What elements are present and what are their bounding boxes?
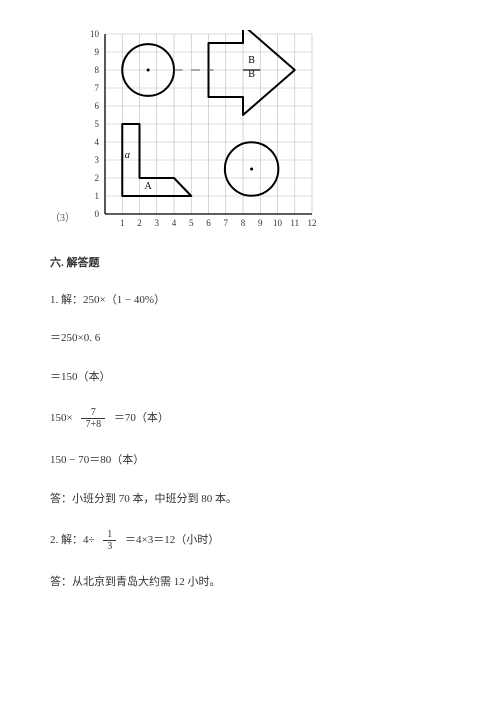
svg-text:8: 8 [95,65,100,75]
grid-chart: 123456789101112012345678910AαBB [81,30,316,230]
q2-line1: 2. 解：4÷ 1 3 ＝4×3＝12（小时） [50,529,450,552]
svg-text:9: 9 [258,218,263,228]
svg-text:12: 12 [308,218,317,228]
svg-text:9: 9 [95,47,100,57]
svg-text:B: B [248,55,255,66]
svg-text:7: 7 [95,83,100,93]
svg-text:3: 3 [155,218,160,228]
svg-text:4: 4 [95,137,100,147]
question-3-figure: （3） 123456789101112012345678910AαBB [50,30,450,230]
svg-text:6: 6 [95,101,100,111]
q1-line4-b: ＝70（本） [114,412,169,424]
svg-text:3: 3 [95,155,100,165]
svg-text:α: α [125,150,131,161]
q2-line1-b: ＝4×3＝12（小时） [125,534,219,546]
svg-text:5: 5 [95,119,100,129]
svg-text:11: 11 [290,218,299,228]
frac-bot: 7+8 [81,419,105,430]
q1-line1: 1. 解：250×（1 − 40%） [50,292,450,309]
section-heading: 六. 解答题 [50,255,450,272]
svg-text:1: 1 [95,191,100,201]
question-3-label: （3） [50,211,75,226]
solutions-block: 六. 解答题 1. 解：250×（1 − 40%） ＝250×0. 6 ＝150… [50,255,450,591]
svg-text:A: A [145,181,153,192]
frac-top: 7 [81,407,105,419]
svg-text:10: 10 [273,218,283,228]
fraction-7-over-15: 7 7+8 [81,407,105,430]
svg-text:6: 6 [206,218,211,228]
frac-top: 1 [103,529,116,541]
svg-text:2: 2 [137,218,142,228]
svg-text:5: 5 [189,218,194,228]
q1-line4: 150× 7 7+8 ＝70（本） [50,407,450,430]
svg-text:7: 7 [224,218,229,228]
svg-text:8: 8 [241,218,246,228]
frac-bot: 3 [103,541,116,552]
q1-line5: 150 − 70＝80（本） [50,452,450,469]
svg-text:10: 10 [90,30,100,39]
svg-text:0: 0 [95,209,100,219]
q2-line1-a: 2. 解：4÷ [50,534,95,546]
svg-text:4: 4 [172,218,177,228]
svg-text:2: 2 [95,173,100,183]
svg-text:B: B [248,69,255,80]
q1-line2: ＝250×0. 6 [50,330,450,347]
svg-text:1: 1 [120,218,125,228]
fraction-1-over-3: 1 3 [103,529,116,552]
q1-line3: ＝150（本） [50,369,450,386]
q2-answer: 答：从北京到青岛大约需 12 小时。 [50,574,450,591]
q1-answer: 答：小班分到 70 本，中班分到 80 本。 [50,491,450,508]
q1-line4-a: 150× [50,412,73,424]
